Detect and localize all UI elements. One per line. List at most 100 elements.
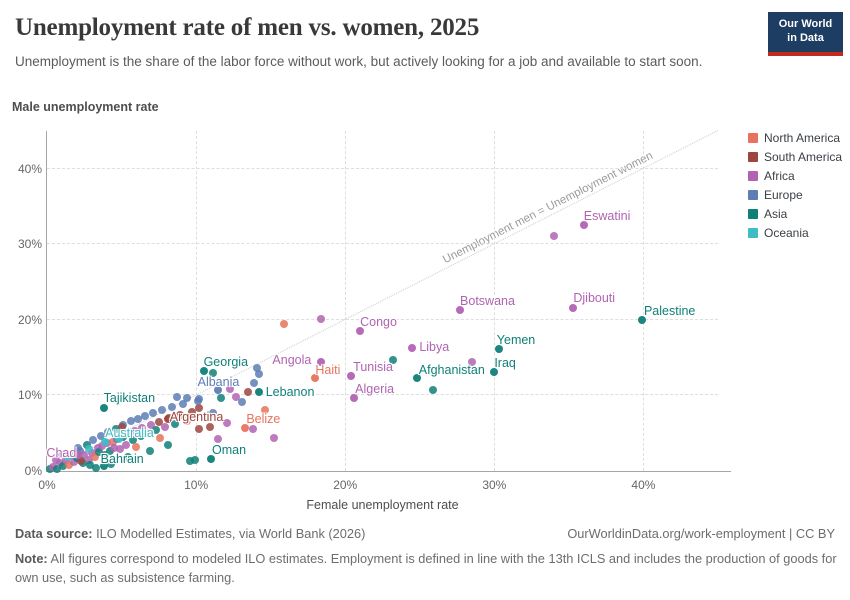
- data-point[interactable]: [122, 441, 131, 450]
- data-point[interactable]: [154, 417, 163, 426]
- data-point[interactable]: [195, 424, 204, 433]
- data-point[interactable]: [111, 424, 120, 433]
- owid-logo[interactable]: Our World in Data: [768, 12, 843, 56]
- data-point[interactable]: [214, 434, 223, 443]
- data-point-botswana[interactable]: [456, 306, 465, 315]
- data-point[interactable]: [48, 463, 57, 472]
- data-point[interactable]: [168, 402, 177, 411]
- data-point[interactable]: [101, 451, 110, 460]
- data-point[interactable]: [156, 433, 165, 442]
- legend-item-south-america[interactable]: South America: [748, 147, 842, 166]
- data-point[interactable]: [157, 405, 166, 414]
- data-point-angola[interactable]: [317, 358, 326, 367]
- country-label-afghanistan[interactable]: Afghanistan: [418, 363, 485, 378]
- data-point[interactable]: [226, 384, 235, 393]
- data-point-georgia[interactable]: [199, 367, 208, 376]
- data-point[interactable]: [65, 460, 74, 469]
- data-point[interactable]: [183, 417, 192, 426]
- data-point[interactable]: [84, 445, 93, 454]
- country-label-djibouti[interactable]: Djibouti: [573, 290, 616, 305]
- data-point[interactable]: [116, 445, 125, 454]
- data-point-australia[interactable]: [101, 438, 110, 447]
- data-point[interactable]: [467, 358, 476, 367]
- legend-item-africa[interactable]: Africa: [748, 166, 842, 185]
- country-label-oman[interactable]: Oman: [212, 442, 247, 457]
- data-point[interactable]: [238, 398, 247, 407]
- data-point-oman[interactable]: [207, 454, 216, 463]
- data-point[interactable]: [108, 437, 117, 446]
- data-point[interactable]: [130, 426, 139, 435]
- data-point[interactable]: [254, 370, 263, 379]
- legend-item-oceania[interactable]: Oceania: [748, 223, 842, 242]
- data-point[interactable]: [141, 411, 150, 420]
- data-point[interactable]: [253, 364, 262, 373]
- data-point-tajikistan[interactable]: [99, 404, 108, 413]
- country-label-angola[interactable]: Angola: [272, 353, 312, 368]
- data-point-libya[interactable]: [408, 343, 417, 352]
- data-point[interactable]: [86, 460, 95, 469]
- country-label-congo[interactable]: Congo: [360, 315, 397, 330]
- data-point[interactable]: [193, 396, 202, 405]
- data-point[interactable]: [429, 386, 438, 395]
- data-point[interactable]: [171, 420, 180, 429]
- data-point[interactable]: [147, 420, 156, 429]
- data-point[interactable]: [183, 393, 192, 402]
- data-point[interactable]: [144, 429, 153, 438]
- country-label-bahrain[interactable]: Bahrain: [100, 451, 144, 466]
- country-label-albania[interactable]: Albania: [197, 375, 240, 390]
- country-label-libya[interactable]: Libya: [419, 339, 450, 354]
- owid-link[interactable]: OurWorldinData.org/work-employment | CC …: [567, 526, 835, 541]
- data-point[interactable]: [160, 423, 169, 432]
- data-point[interactable]: [126, 417, 135, 426]
- data-point-chad[interactable]: [74, 451, 83, 460]
- data-point[interactable]: [53, 464, 62, 473]
- data-point[interactable]: [208, 408, 217, 417]
- data-point[interactable]: [114, 434, 123, 443]
- data-point-eswatini[interactable]: [579, 220, 588, 229]
- data-point-algeria[interactable]: [350, 393, 359, 402]
- data-point[interactable]: [136, 432, 145, 441]
- data-point[interactable]: [172, 392, 181, 401]
- data-point[interactable]: [105, 446, 114, 455]
- country-label-iraq[interactable]: Iraq: [494, 356, 516, 371]
- data-point[interactable]: [107, 460, 116, 469]
- data-point[interactable]: [317, 315, 326, 324]
- data-point[interactable]: [248, 424, 257, 433]
- data-point[interactable]: [104, 428, 113, 437]
- data-point[interactable]: [163, 441, 172, 450]
- data-point[interactable]: [148, 408, 157, 417]
- data-point-argentina[interactable]: [163, 414, 172, 423]
- data-point-congo[interactable]: [356, 327, 365, 336]
- country-label-argentina[interactable]: Argentina: [169, 409, 224, 424]
- data-point[interactable]: [549, 232, 558, 241]
- data-point-lebanon[interactable]: [254, 387, 263, 396]
- data-point[interactable]: [388, 355, 397, 364]
- country-label-algeria[interactable]: Algeria: [355, 381, 395, 396]
- data-point-belize[interactable]: [241, 423, 250, 432]
- data-point[interactable]: [138, 423, 147, 432]
- data-point[interactable]: [57, 450, 66, 459]
- country-label-botswana[interactable]: Botswana: [460, 294, 515, 309]
- data-point[interactable]: [84, 455, 93, 464]
- data-point[interactable]: [51, 455, 60, 464]
- data-point[interactable]: [96, 432, 105, 441]
- data-point-afghanistan[interactable]: [412, 374, 421, 383]
- data-point[interactable]: [186, 457, 195, 466]
- data-point[interactable]: [119, 433, 128, 441]
- data-point[interactable]: [195, 404, 204, 413]
- data-point[interactable]: [117, 423, 126, 432]
- data-point[interactable]: [269, 433, 278, 442]
- data-point[interactable]: [133, 414, 142, 423]
- data-point[interactable]: [205, 423, 214, 432]
- country-label-haiti[interactable]: Haiti: [315, 363, 341, 378]
- data-point[interactable]: [90, 452, 99, 461]
- legend-item-europe[interactable]: Europe: [748, 185, 842, 204]
- data-point[interactable]: [110, 443, 119, 452]
- data-point-albania[interactable]: [214, 386, 223, 395]
- data-point-tunisia[interactable]: [347, 371, 356, 380]
- legend-item-north-america[interactable]: North America: [748, 128, 842, 147]
- data-point[interactable]: [187, 408, 196, 417]
- data-point[interactable]: [151, 426, 160, 435]
- data-point[interactable]: [98, 442, 107, 451]
- data-point[interactable]: [260, 405, 269, 414]
